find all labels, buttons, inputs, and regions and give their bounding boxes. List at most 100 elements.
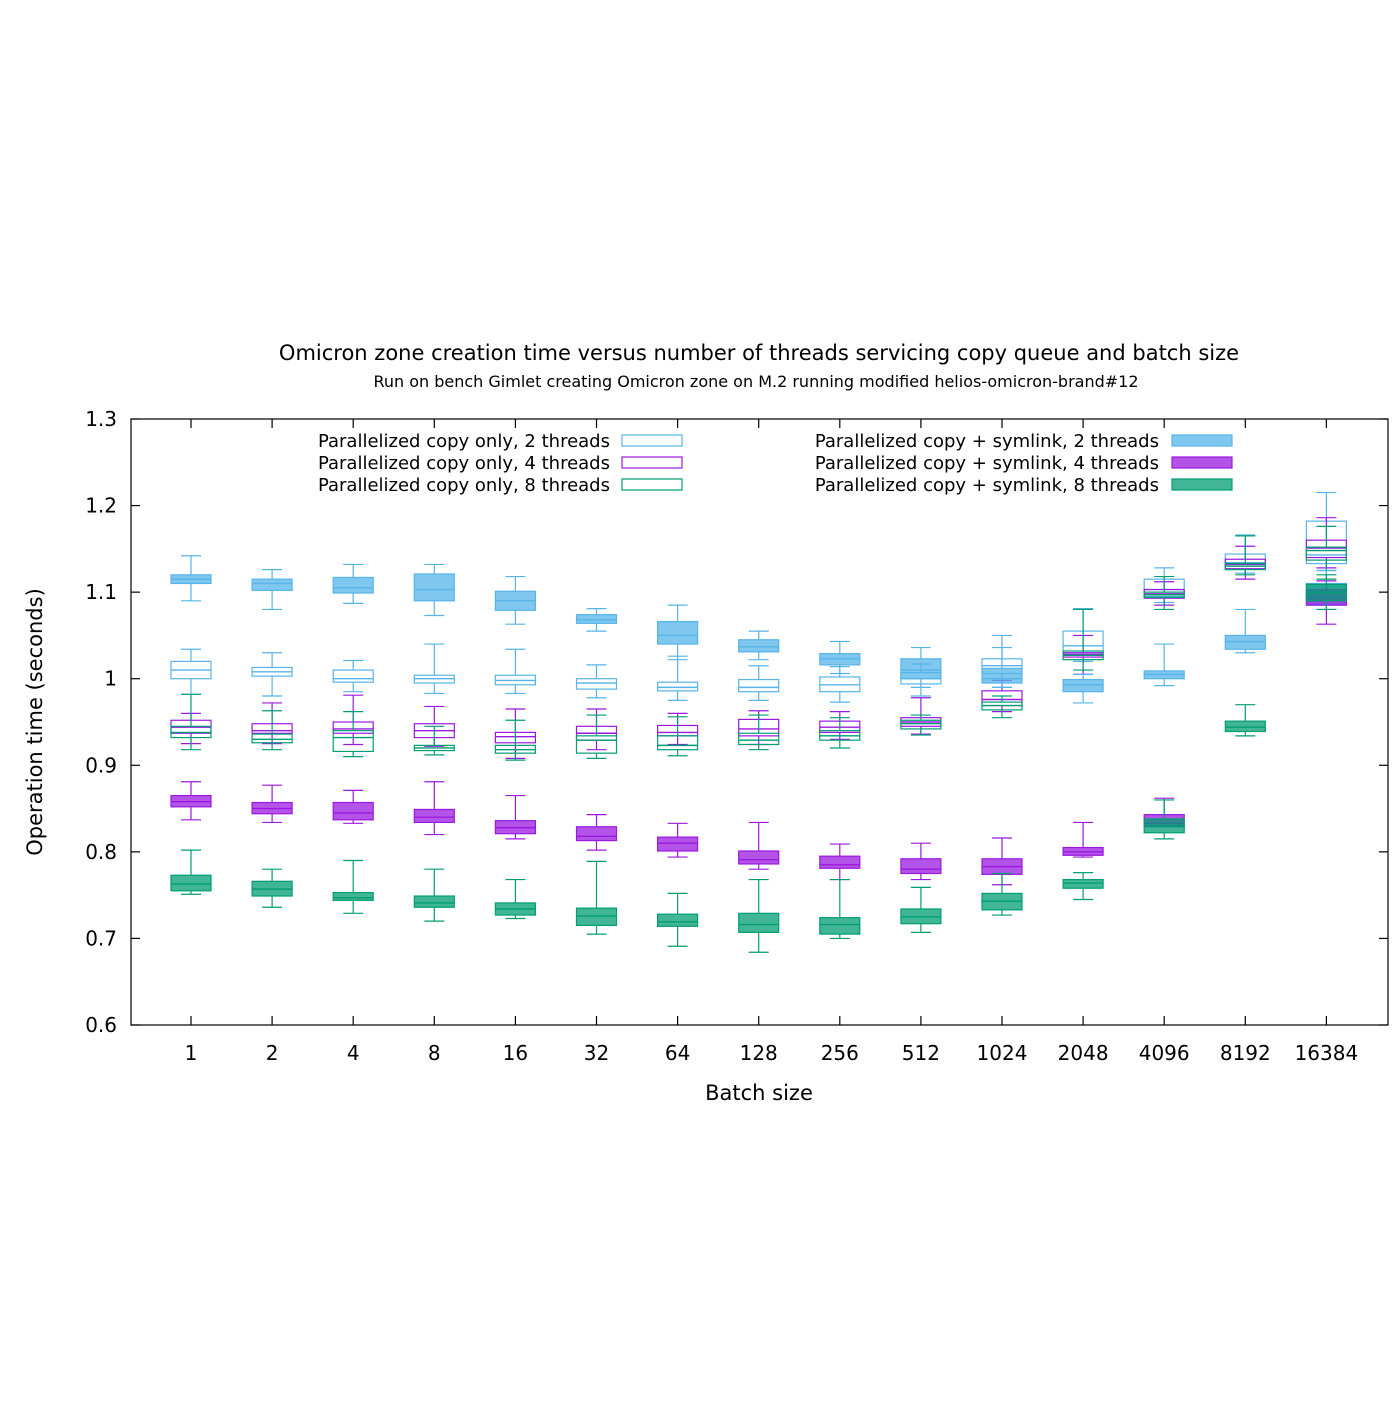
box-mark (656, 892, 699, 947)
y-tick-label: 0.9 (85, 753, 117, 777)
box-body (819, 855, 861, 869)
box-mark (332, 659, 374, 693)
box-mark (1224, 704, 1266, 737)
legend-label: Parallelized copy + symlink, 8 threads (815, 475, 1159, 496)
box-mark (413, 781, 455, 836)
box-body (575, 678, 618, 690)
box-mark (738, 630, 780, 661)
x-tick-label: 32 (584, 1041, 609, 1065)
box-mark (738, 878, 780, 953)
legend-item: Parallelized copy only, 8 threads (318, 475, 683, 496)
box-mark (656, 604, 699, 661)
x-tick-label: 64 (665, 1041, 690, 1065)
box-body (332, 669, 374, 683)
box-body (1224, 720, 1266, 733)
box-mark (1224, 608, 1266, 654)
x-tick-label: 16 (503, 1041, 528, 1065)
box-mark (656, 822, 699, 858)
legend-item: Parallelized copy + symlink, 8 threads (815, 475, 1233, 496)
x-tick-label: 4096 (1139, 1041, 1190, 1065)
box-mark (170, 648, 212, 695)
box-body (332, 891, 374, 901)
x-tick-label: 128 (740, 1041, 778, 1065)
legend-item: Parallelized copy only, 4 threads (318, 453, 683, 474)
box-mark (738, 714, 780, 751)
legend-label: Parallelized copy only, 8 threads (318, 475, 610, 496)
y-tick-label: 0.6 (85, 1013, 117, 1037)
box-mark (738, 821, 780, 870)
box-body (575, 826, 618, 842)
box-body (900, 858, 942, 875)
box-mark (494, 648, 536, 695)
x-tick-label: 16384 (1295, 1041, 1359, 1065)
box-mark (413, 725, 455, 756)
box-body (1062, 878, 1104, 889)
box-mark (1062, 872, 1104, 901)
y-tick-label: 0.7 (85, 926, 117, 950)
box-body (900, 719, 942, 730)
box-mark (413, 643, 455, 695)
legend-swatch (621, 478, 683, 491)
box-mark (575, 814, 618, 851)
legend-label: Parallelized copy + symlink, 2 threads (815, 431, 1159, 452)
box-mark (251, 652, 293, 697)
box-mark (900, 714, 942, 736)
box-mark (413, 868, 455, 922)
legend-label: Parallelized copy + symlink, 4 threads (815, 453, 1159, 474)
y-tick-label: 0.8 (85, 840, 117, 864)
box-mark (1143, 799, 1185, 840)
box-body (656, 620, 699, 645)
box-body (1224, 634, 1266, 650)
box-body (738, 850, 780, 865)
x-tick-label: 512 (902, 1041, 940, 1065)
box-mark (170, 555, 212, 602)
chart-title: Omicron zone creation time versus number… (279, 341, 1239, 365)
x-tick-label: 256 (821, 1041, 859, 1065)
box-mark (819, 717, 861, 749)
box-mark (900, 842, 942, 881)
y-tick-label: 1.3 (85, 407, 117, 431)
box-mark (170, 781, 212, 821)
box-mark (251, 569, 293, 611)
legend-swatch (621, 434, 683, 447)
box-mark (981, 646, 1023, 688)
legend-item: Parallelized copy only, 2 threads (318, 431, 683, 452)
box-body (251, 733, 293, 744)
box-mark (413, 563, 455, 617)
box-body (819, 917, 861, 935)
legend-label: Parallelized copy only, 4 threads (318, 453, 610, 474)
box-mark (656, 655, 699, 701)
box-mark (1062, 673, 1104, 704)
box-mark (494, 719, 536, 761)
box-mark (1062, 821, 1104, 858)
x-tick-label: 2 (266, 1041, 279, 1065)
box-mark (332, 711, 374, 758)
box-mark (1143, 643, 1185, 687)
box-mark (332, 789, 374, 824)
box-mark (494, 878, 536, 920)
box-mark (251, 784, 293, 824)
legend-swatch (1171, 434, 1233, 447)
x-tick-label: 1024 (977, 1041, 1028, 1065)
series-6-boxes (170, 574, 1348, 953)
box-body (738, 912, 780, 933)
box-mark (1305, 574, 1348, 611)
box-body (738, 678, 780, 693)
box-body (900, 658, 942, 680)
legend-swatch (1171, 478, 1233, 491)
box-body (332, 576, 374, 594)
box-mark (575, 607, 618, 632)
box-body (656, 681, 699, 692)
box-body (575, 735, 618, 754)
box-mark (575, 860, 618, 935)
box-mark (332, 859, 374, 914)
box-mark (819, 843, 861, 881)
legend-swatch (621, 456, 683, 469)
box-mark (251, 868, 293, 908)
legend-item: Parallelized copy + symlink, 4 threads (815, 453, 1233, 474)
legend-item: Parallelized copy + symlink, 2 threads (815, 431, 1233, 452)
legend-swatch (1171, 456, 1233, 469)
box-body (413, 808, 455, 824)
box-mark (900, 646, 942, 688)
